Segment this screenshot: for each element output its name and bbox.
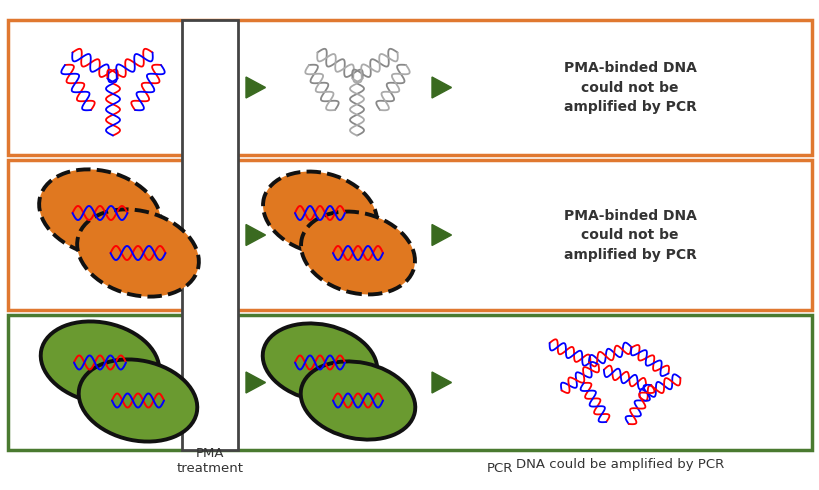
- Polygon shape: [432, 372, 451, 393]
- Bar: [182, 20, 238, 450]
- Text: PMA-binded DNA
could not be
amplified by PCR: PMA-binded DNA could not be amplified by…: [563, 209, 695, 262]
- Text: PCR: PCR: [486, 462, 513, 475]
- Text: PMA-binded DNA
could not be
amplified by PCR: PMA-binded DNA could not be amplified by…: [563, 61, 695, 114]
- Text: DNA could be amplified by PCR: DNA could be amplified by PCR: [515, 458, 723, 471]
- Ellipse shape: [301, 362, 414, 440]
- Polygon shape: [246, 372, 265, 393]
- Polygon shape: [246, 77, 265, 98]
- Text: PMA
treatment: PMA treatment: [176, 447, 243, 475]
- Polygon shape: [432, 224, 451, 245]
- Bar: [8, 20, 811, 155]
- Ellipse shape: [301, 212, 414, 294]
- Bar: [8, 315, 811, 450]
- Ellipse shape: [77, 209, 199, 296]
- Bar: [8, 160, 811, 310]
- Ellipse shape: [79, 360, 197, 441]
- Ellipse shape: [41, 321, 159, 404]
- Ellipse shape: [263, 172, 377, 254]
- Ellipse shape: [262, 323, 377, 402]
- Polygon shape: [246, 224, 265, 245]
- Ellipse shape: [39, 170, 161, 257]
- Polygon shape: [432, 77, 451, 98]
